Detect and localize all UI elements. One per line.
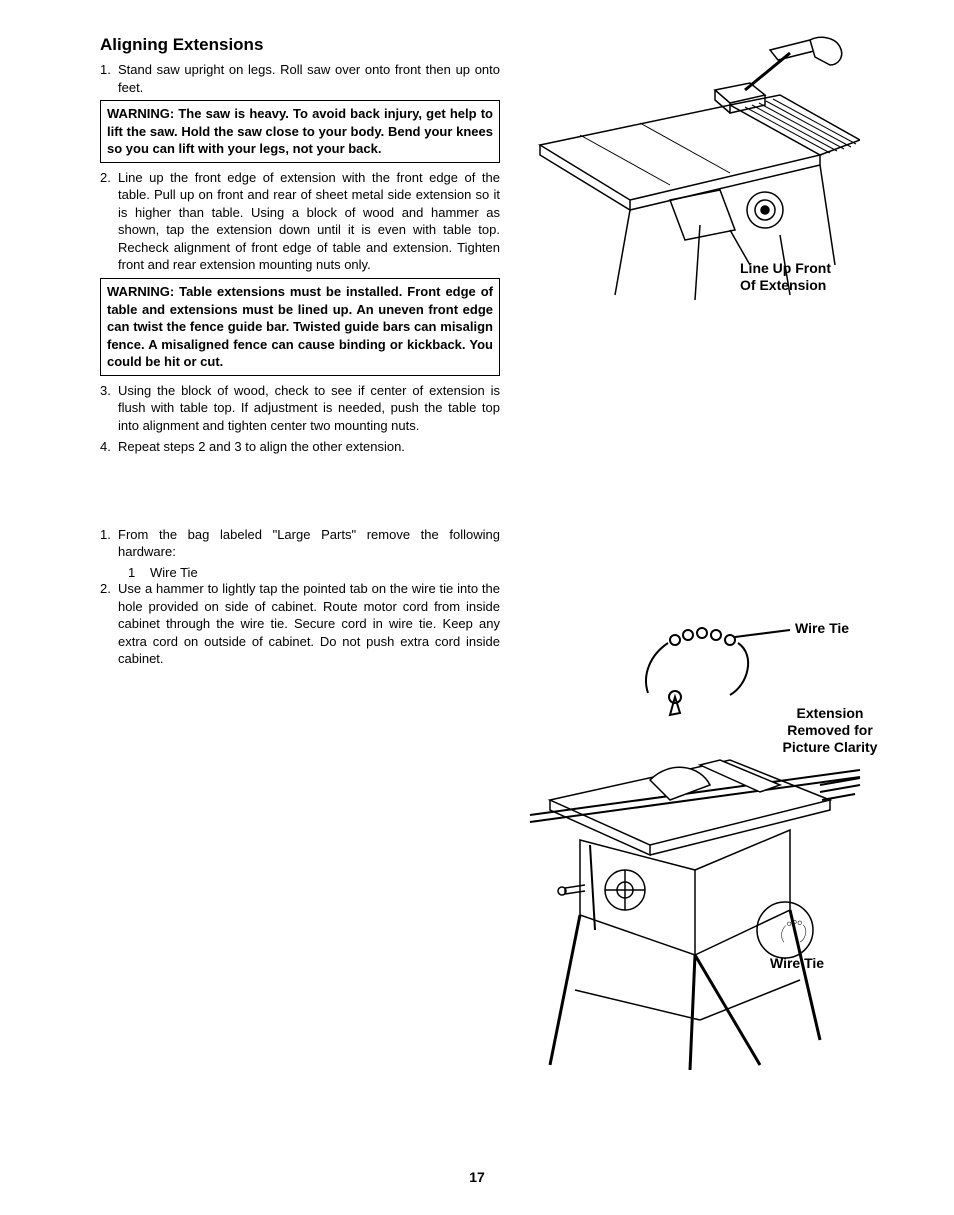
step-text: Using the block of wood, check to see if… xyxy=(118,382,500,435)
figure-label: Line Up Front xyxy=(740,260,831,277)
figure-label: Wire Tie xyxy=(795,620,849,637)
warning-box: WARNING: The saw is heavy. To avoid back… xyxy=(100,100,500,163)
step-number: 1. xyxy=(100,526,118,561)
page-number: 17 xyxy=(0,1169,954,1185)
sublist-number: 1 xyxy=(128,565,150,580)
figure-label: Of Extension xyxy=(740,277,831,294)
sublist-text: Wire Tie xyxy=(150,565,198,580)
step-text: Repeat steps 2 and 3 to align the other … xyxy=(118,438,500,456)
step-item: 3. Using the block of wood, check to see… xyxy=(100,382,500,435)
figure-wire-tie: Wire Tie Extension Removed for Picture C… xyxy=(520,615,894,1075)
step-text: From the bag labeled "Large Parts" remov… xyxy=(118,526,500,561)
step-number: 3. xyxy=(100,382,118,435)
sublist-item: 1 Wire Tie xyxy=(128,565,500,580)
saw-full-illustration xyxy=(520,730,890,1070)
step-number: 4. xyxy=(100,438,118,456)
warning-box: WARNING: Table extensions must be instal… xyxy=(100,278,500,376)
step-number: 1. xyxy=(100,61,118,96)
step-text: Use a hammer to lightly tap the pointed … xyxy=(118,580,500,668)
step-item: 2. Line up the front edge of extension w… xyxy=(100,169,500,274)
figure-label: Extension xyxy=(770,705,890,722)
step-item: 1. Stand saw upright on legs. Roll saw o… xyxy=(100,61,500,96)
section-heading: Aligning Extensions xyxy=(100,35,500,55)
step-item: 4. Repeat steps 2 and 3 to align the oth… xyxy=(100,438,500,456)
step-number: 2. xyxy=(100,580,118,668)
step-number: 2. xyxy=(100,169,118,274)
step-text: Line up the front edge of extension with… xyxy=(118,169,500,274)
figure-label: Wire Tie xyxy=(770,955,824,972)
figure-saw-align: Line Up Front Of Extension xyxy=(520,35,894,315)
step-text: Stand saw upright on legs. Roll saw over… xyxy=(118,61,500,96)
step-item: 1. From the bag labeled "Large Parts" re… xyxy=(100,526,500,561)
step-item: 2. Use a hammer to lightly tap the point… xyxy=(100,580,500,668)
